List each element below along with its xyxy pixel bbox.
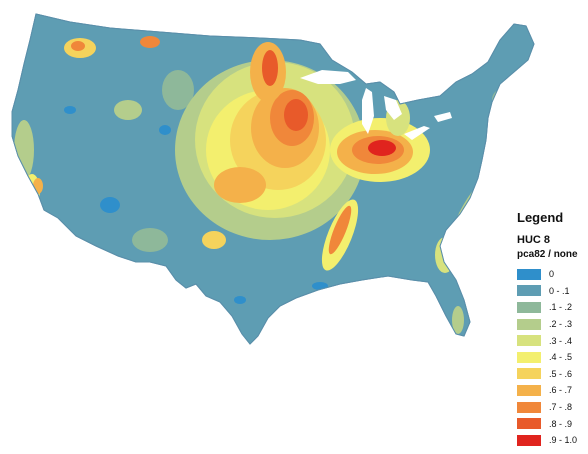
region-zero-utah [159,125,171,135]
region-texas-amber [202,231,226,249]
region-florida-green [452,306,464,334]
region-montana-orange [140,36,160,48]
legend-swatch [517,418,541,430]
map-legend: Legend HUC 8 pca82 / none 0 0 - .1 .1 - .2… [517,210,587,449]
legend-field-name: pca82 / none [517,249,578,260]
legend-swatch [517,384,541,396]
huc8-value-regions [14,36,508,334]
region-colorado-green [162,70,194,110]
region-northern-plains-core [262,50,278,86]
legend-item-label: .2 - .3 [549,319,573,330]
legend-item-label: .7 - .8 [549,402,573,413]
legend-item-label: .9 - 1.0 [549,435,578,446]
region-california-orange [33,178,43,194]
lake-michigan [362,88,374,134]
region-zero-oregon [64,106,76,114]
legend-title: Legend [517,210,564,225]
region-carolina-yellow [435,237,455,273]
legend-swatch [517,351,541,363]
legend-item: 0 - .1 [517,283,587,300]
region-northwest-red [71,41,85,51]
legend-item-label: .5 - .6 [549,368,573,379]
legend-item: .5 - .6 [517,366,587,383]
legend-item-label: .4 - .5 [549,352,573,363]
legend-item-label: .8 - .9 [549,418,573,429]
region-zero-louisiana [312,282,328,290]
legend-item: .8 - .9 [517,415,587,432]
region-plains-deep-orange [284,99,308,131]
legend-swatch [517,301,541,313]
legend-item-label: 0 [549,269,555,280]
legend-item-label: .6 - .7 [549,385,573,396]
lake-ontario [434,112,452,122]
legend-item: .3 - .4 [517,332,587,349]
region-idaho-green [114,100,142,120]
region-southwest-green [132,228,168,252]
region-zero-texas [234,296,246,304]
legend-swatch [517,335,541,347]
lake-huron [384,96,402,120]
lake-erie [404,126,430,140]
legend-item-label: 0 - .1 [549,285,570,296]
region-newengland-green [492,90,508,110]
legend-item: .7 - .8 [517,399,587,416]
legend-item-label: .3 - .4 [549,335,573,346]
legend-item: .6 - .7 [517,382,587,399]
region-kansas-orange [214,167,266,203]
legend-swatch [517,368,541,380]
legend-classes: 0 0 - .1 .1 - .2 .2 - .3 .3 - .4 .4 - .5 .5 - … [517,266,587,449]
legend-swatch [517,285,541,297]
region-midwest-red [368,140,396,156]
legend-layer-name: HUC 8 [517,234,551,246]
legend-item-label: .1 - .2 [549,302,573,313]
region-delta-orange [328,205,352,255]
legend-swatch [517,434,541,446]
lake-superior [300,70,356,84]
region-west-coast-green [14,120,34,180]
legend-item: .1 - .2 [517,299,587,316]
legend-item: 0 [517,266,587,283]
legend-swatch [517,268,541,280]
great-lakes [300,70,452,140]
legend-item: .2 - .3 [517,316,587,333]
legend-item: .9 - 1.0 [517,432,587,449]
legend-swatch [517,318,541,330]
legend-swatch [517,401,541,413]
legend-item: .4 - .5 [517,349,587,366]
region-zero-nevada [100,197,120,213]
